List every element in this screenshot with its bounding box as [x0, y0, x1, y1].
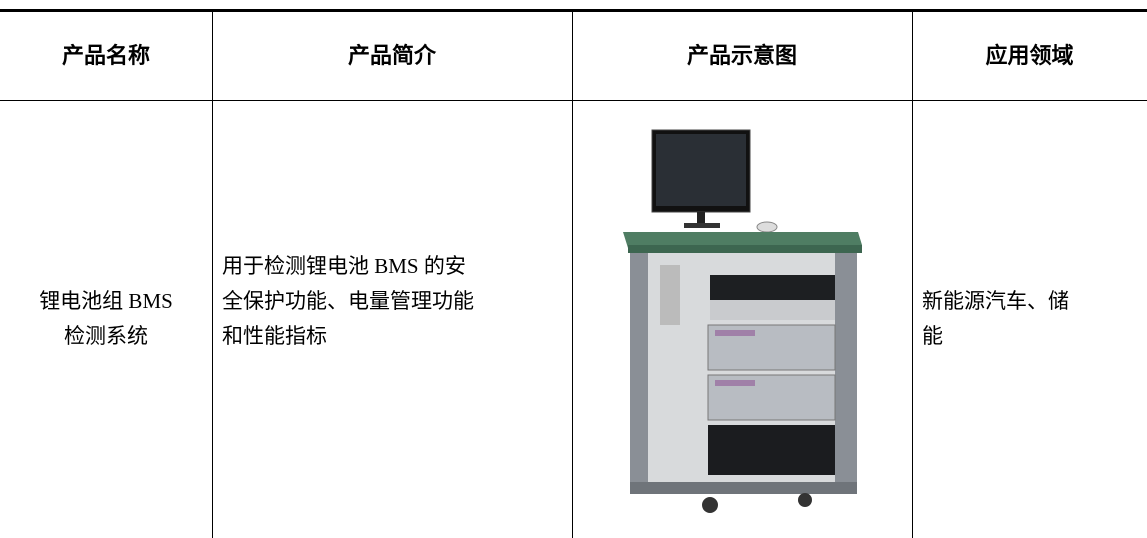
product-image [623, 129, 862, 513]
cell-line: 检测系统 [64, 324, 148, 348]
cell-line: 用于检测锂电池 BMS 的安 [222, 254, 466, 278]
column-divider [572, 12, 573, 538]
table-top-rule [0, 9, 1147, 12]
header-cell: 产品示意图 [686, 43, 797, 68]
cell-line: 和性能指标 [222, 324, 327, 348]
header-cell: 产品名称 [61, 43, 150, 68]
cell-line: 全保护功能、电量管理功能 [222, 289, 474, 313]
cell-line: 新能源汽车、储 [922, 289, 1069, 313]
product-description: 用于检测锂电池 BMS 的安 全保护功能、电量管理功能 和性能指标 [222, 249, 474, 354]
header-cell: 产品简介 [347, 43, 436, 68]
column-divider [912, 12, 913, 538]
header-rule [0, 100, 1147, 101]
application-field: 新能源汽车、储能 [922, 284, 1069, 354]
column-divider [212, 12, 213, 538]
cell-line: 锂电池组 BMS [39, 289, 173, 313]
product-name: 锂电池组 BMS 检测系统 [0, 284, 212, 354]
cell-line: 能 [922, 324, 943, 348]
header-cell: 应用领域 [985, 43, 1074, 68]
